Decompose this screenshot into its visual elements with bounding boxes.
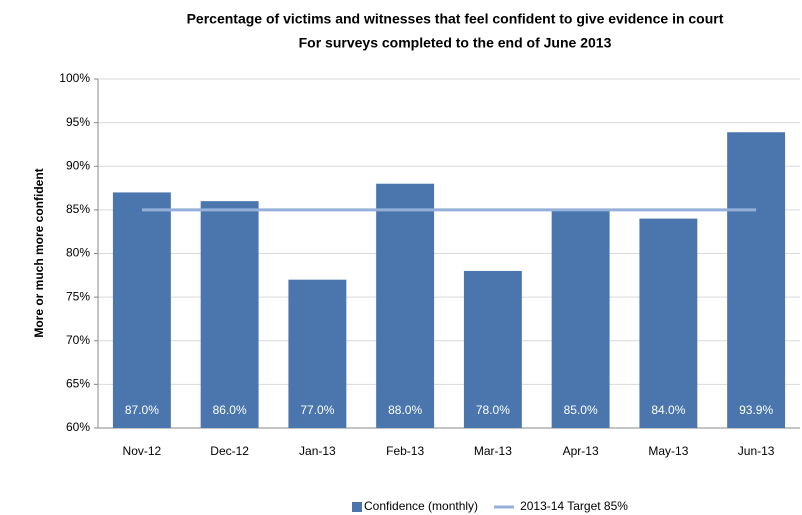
x-tick-label: Feb-13	[386, 444, 424, 458]
y-tick-label: 80%	[66, 246, 90, 260]
bar	[288, 279, 347, 428]
data-label: 78.0%	[476, 403, 510, 417]
bar	[727, 132, 786, 428]
bar	[200, 201, 259, 428]
y-tick-label: 90%	[66, 158, 90, 172]
bar	[639, 218, 698, 428]
y-tick-label: 95%	[66, 115, 90, 129]
x-tick-label: Apr-13	[563, 444, 599, 458]
data-label: 85.0%	[564, 403, 598, 417]
y-tick-label: 65%	[66, 377, 90, 391]
y-tick-label: 70%	[66, 333, 90, 347]
data-label: 86.0%	[213, 403, 247, 417]
data-label: 84.0%	[651, 403, 685, 417]
bar	[112, 192, 171, 428]
legend-label: Confidence (monthly)	[364, 499, 478, 513]
legend-label: 2013-14 Target 85%	[520, 499, 628, 513]
data-label: 88.0%	[388, 403, 422, 417]
x-tick-label: Jan-13	[299, 444, 336, 458]
y-tick-label: 75%	[66, 289, 90, 303]
x-tick-label: Jun-13	[738, 444, 775, 458]
data-label: 87.0%	[125, 403, 159, 417]
chart-subtitle: For surveys completed to the end of June…	[299, 35, 612, 51]
bar	[376, 183, 435, 428]
data-label: 77.0%	[300, 403, 334, 417]
x-tick-label: Nov-12	[123, 444, 162, 458]
x-tick-label: Dec-12	[210, 444, 249, 458]
legend-swatch	[352, 502, 362, 512]
y-axis-title: More or much more confident	[32, 168, 46, 337]
bar	[463, 270, 522, 428]
y-tick-label: 85%	[66, 202, 90, 216]
chart-title: Percentage of victims and witnesses that…	[187, 11, 724, 27]
x-tick-label: Mar-13	[474, 444, 512, 458]
x-tick-label: May-13	[648, 444, 688, 458]
y-tick-label: 100%	[59, 71, 90, 85]
bar	[551, 209, 610, 428]
y-tick-label: 60%	[66, 420, 90, 434]
data-label: 93.9%	[739, 403, 773, 417]
